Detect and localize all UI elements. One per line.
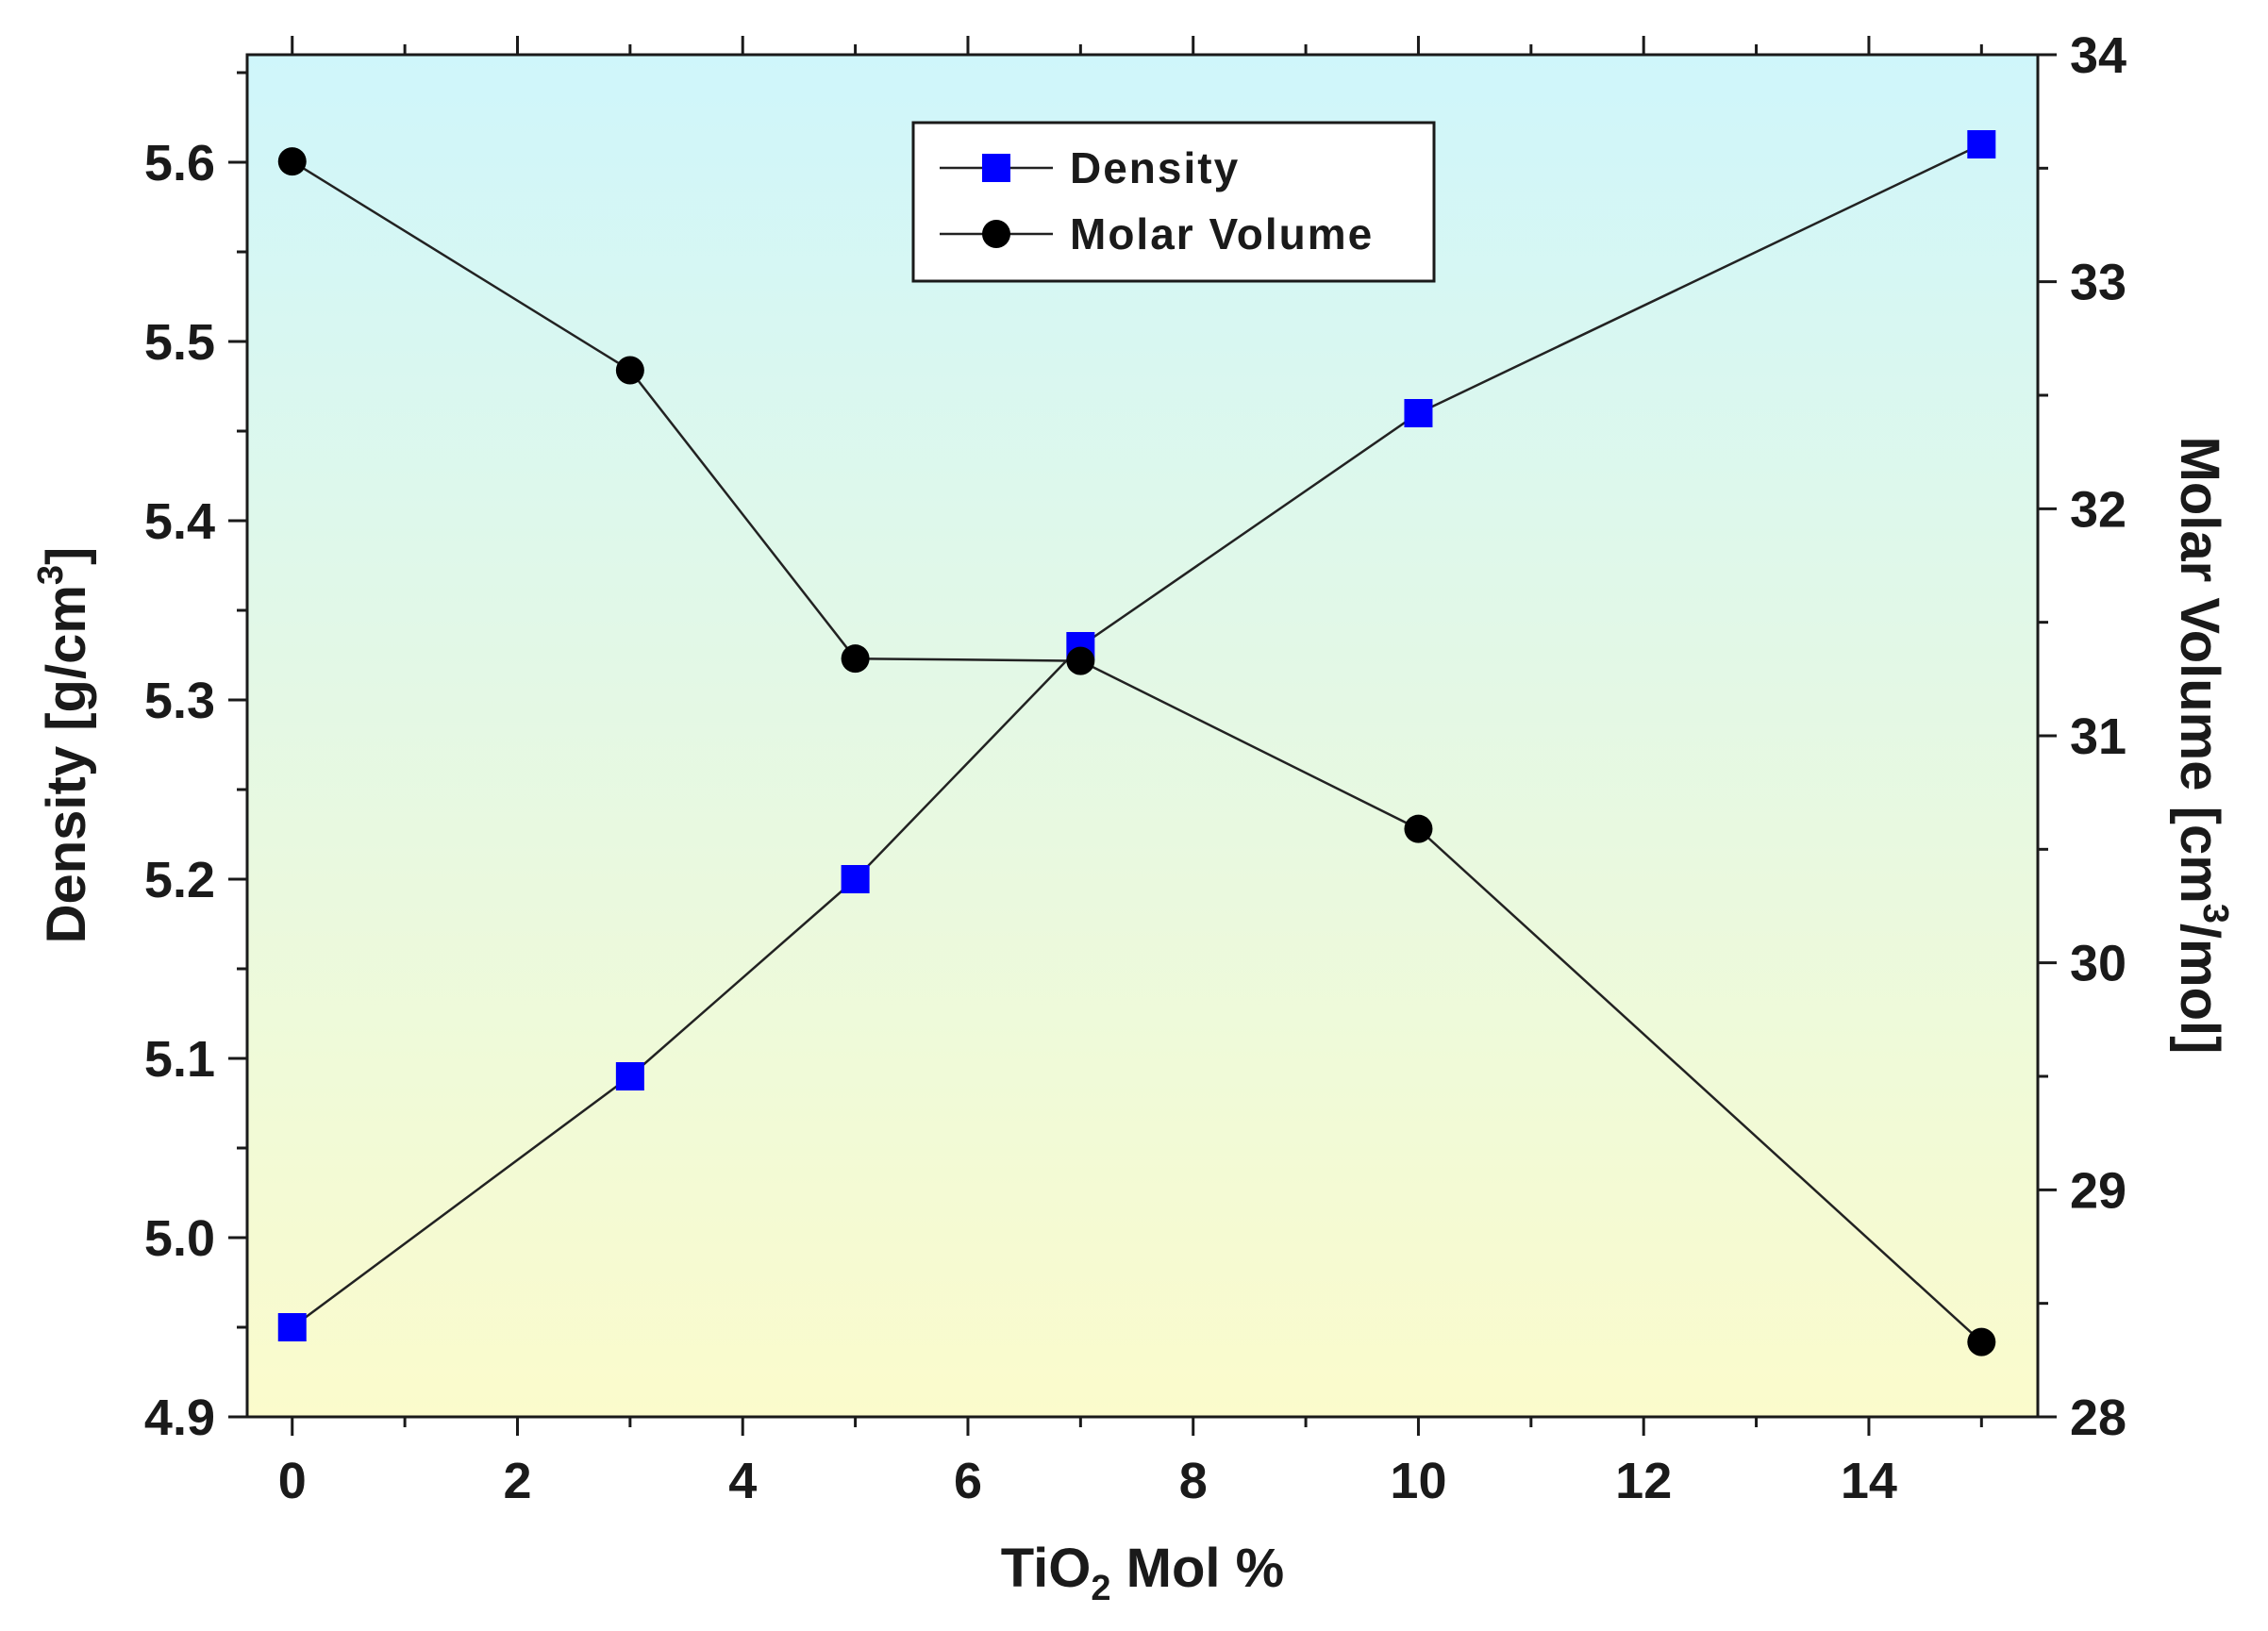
y-left-tick-label: 4.9 (144, 1390, 215, 1446)
molar-volume-point (615, 356, 644, 385)
x-tick-label: 14 (1841, 1453, 1897, 1509)
x-tick-label: 2 (503, 1453, 531, 1509)
y-right-tick-label: 30 (2070, 936, 2126, 992)
molar-volume-point (1066, 646, 1095, 675)
y-left-title-main: Density [g/cm (36, 585, 97, 943)
x-tick-label: 0 (278, 1453, 307, 1509)
x-axis-title-rest: Mol % (1111, 1538, 1285, 1599)
y-left-tick-label: 5.1 (144, 1031, 215, 1088)
legend-items: Density Molar Volume (940, 143, 1374, 258)
y-left-axis-title: Density [g/cm3] (31, 547, 97, 944)
x-axis-title: TiO2 Mol % (1001, 1538, 1284, 1608)
series-markers (277, 130, 1996, 1356)
molar-volume-point (1967, 1327, 1996, 1356)
molar-volume-point (277, 147, 307, 176)
x-tick-label: 6 (954, 1453, 982, 1509)
density-point (841, 865, 870, 893)
y-left-tick-label: 5.3 (144, 673, 215, 729)
y-left-tick-label: 5.6 (144, 135, 215, 191)
y-right-tick-label: 33 (2070, 255, 2126, 311)
y-left-title-sup: 3 (31, 565, 71, 585)
axis-ticks (228, 36, 2057, 1436)
y-left-tick-label: 5.4 (144, 493, 215, 550)
legend-molar-volume-label: Molar Volume (1070, 209, 1374, 258)
y-right-tick-label: 34 (2070, 27, 2126, 84)
y-right-tick-label: 31 (2070, 708, 2126, 765)
molar-volume-line (292, 160, 1983, 1343)
y-right-tick-label: 29 (2070, 1162, 2126, 1219)
x-tick-label: 12 (1615, 1453, 1672, 1509)
y-left-tick-label: 5.0 (144, 1210, 215, 1267)
x-axis-title-sub: 2 (1091, 1569, 1110, 1608)
y-right-axis-title: Molar Volume [cm3/mol] (2169, 437, 2235, 1055)
legend: Density Molar Volume (911, 121, 1436, 283)
density-line (291, 142, 1982, 1329)
legend-molar-volume-marker (982, 220, 1010, 248)
x-tick-label: 10 (1390, 1453, 1446, 1509)
plot-frame (245, 53, 2040, 1419)
y-right-tick-label: 32 (2070, 481, 2126, 538)
y-right-title-main: Molar Volume [cm (2169, 437, 2230, 904)
molar-volume-point (841, 644, 870, 674)
y-left-tick-label: 5.2 (144, 852, 215, 908)
molar-volume-point (1404, 814, 1433, 843)
y-left-tick-label: 5.5 (144, 314, 215, 371)
legend-box (911, 121, 1436, 283)
y-right-title-rest: /mol] (2169, 924, 2230, 1055)
x-axis-title-main: TiO (1001, 1538, 1092, 1599)
series-lines (291, 142, 1983, 1343)
tick-labels: 0 2 4 6 8 10 12 14 4.9 5.0 5.1 5.2 5.3 5.4 5.5 5.6 28 29 3… (144, 27, 2126, 1509)
x-tick-label: 4 (728, 1453, 757, 1509)
y-right-tick-label: 28 (2070, 1390, 2126, 1446)
x-tick-label: 8 (1179, 1453, 1208, 1509)
legend-density-label: Density (1070, 143, 1240, 192)
y-right-title-sup: 3 (2195, 904, 2235, 924)
density-point (1967, 130, 1996, 158)
y-left-title-rest: ] (36, 547, 97, 565)
density-point (1404, 399, 1433, 427)
density-point (615, 1062, 644, 1090)
legend-density-marker (982, 154, 1010, 182)
density-point (277, 1313, 307, 1341)
